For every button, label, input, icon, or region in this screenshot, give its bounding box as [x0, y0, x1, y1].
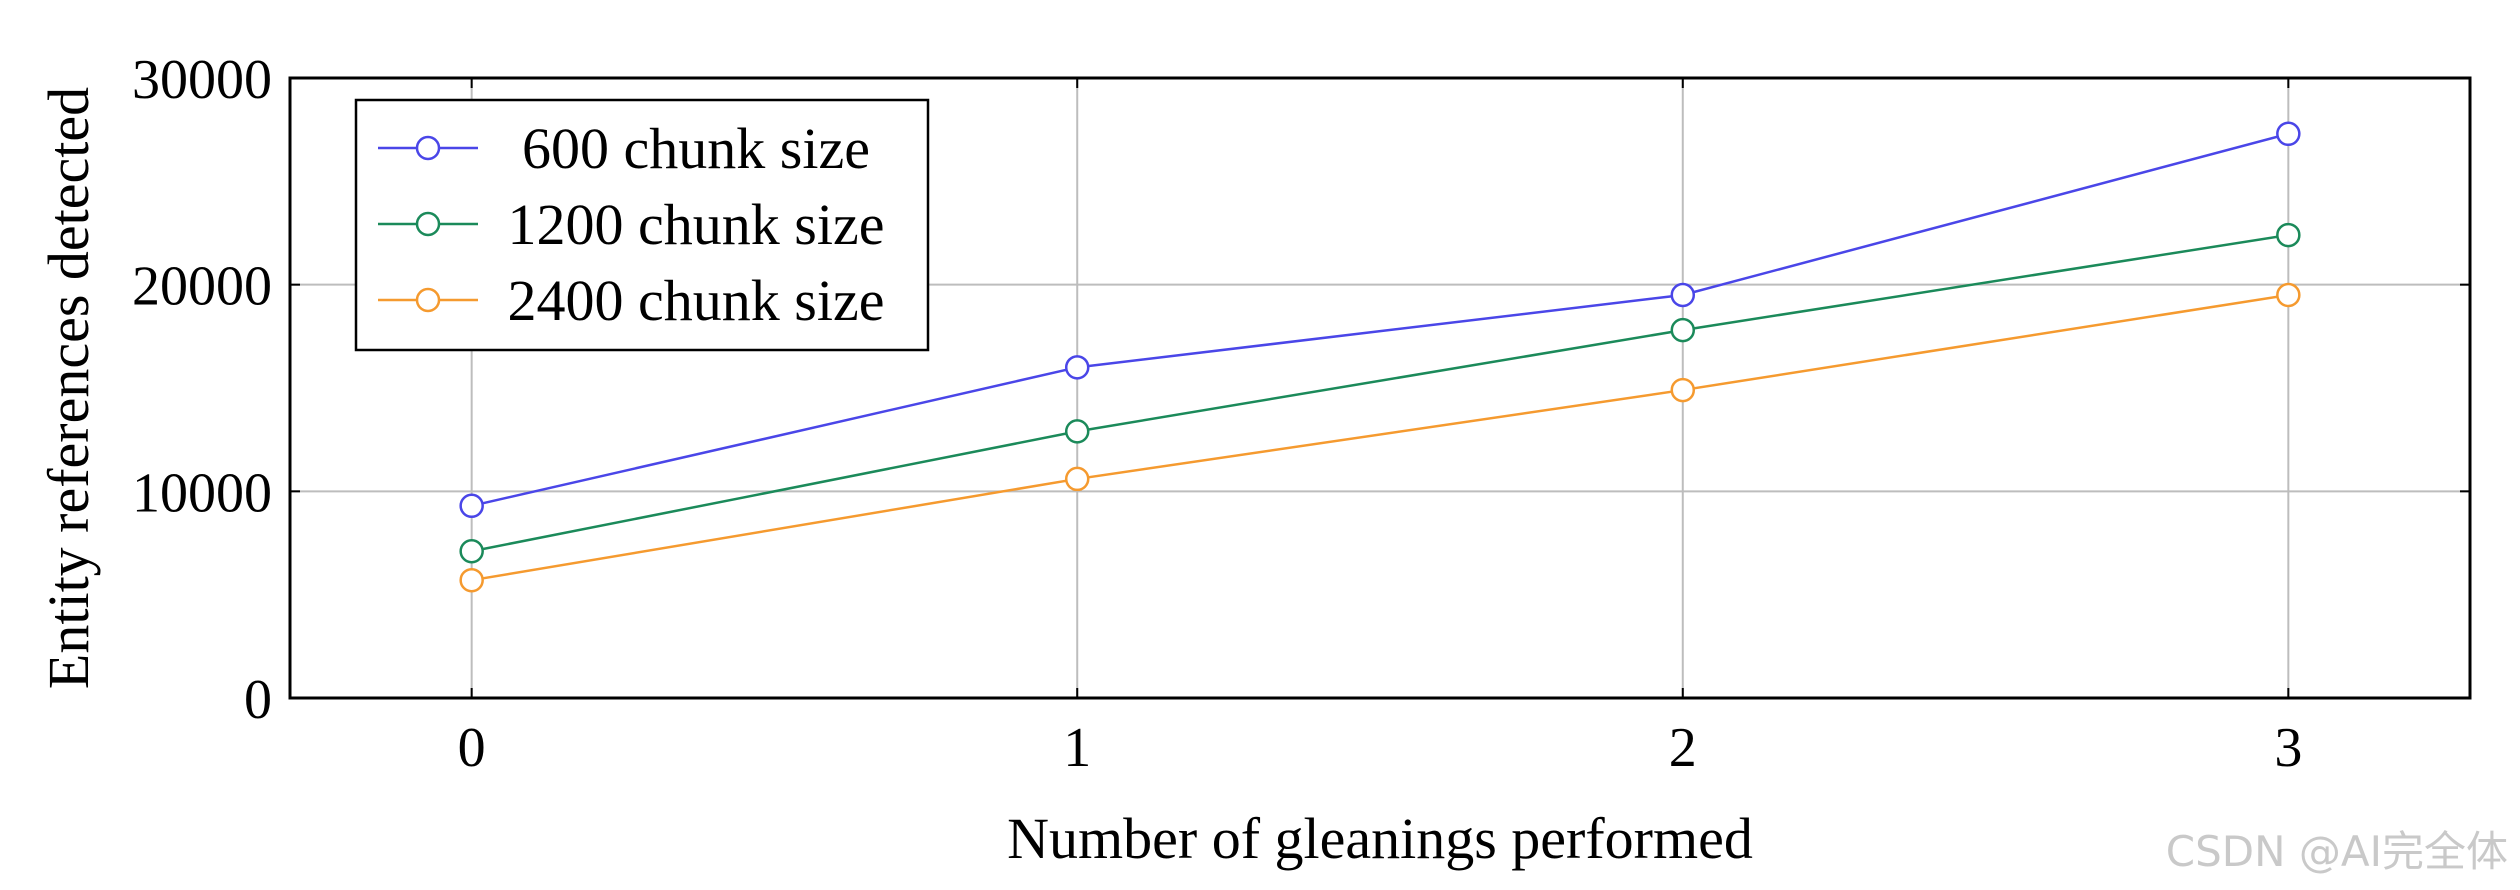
series-line-2 — [471, 293, 2289, 582]
x-tick-label: 0 — [458, 717, 486, 779]
data-point — [1064, 466, 1090, 492]
x-tick-label: 1 — [1063, 717, 1091, 779]
data-point — [459, 539, 484, 564]
plot-frame — [288, 76, 2472, 700]
legend-entry-label: 1200 chunk size — [508, 192, 885, 257]
x-tick-label: 3 — [2274, 717, 2302, 779]
x-axis-title: Number of gleanings performed — [1007, 806, 1753, 871]
data-point — [1670, 377, 1696, 403]
data-point — [2276, 282, 2301, 308]
y-tick-label: 30000 — [132, 49, 272, 111]
data-point — [1064, 419, 1090, 444]
watermark: CSDN @AI完全体 — [2166, 827, 2508, 876]
legend-swatch-marker — [415, 211, 441, 237]
data-point — [2276, 121, 2301, 147]
series-line-1 — [471, 233, 2289, 553]
legend: 600 chunk size 1200 chunk size 2400 chunk … — [354, 98, 930, 352]
data-point — [1064, 355, 1090, 380]
legend-entry-label: 600 chunk size — [522, 116, 870, 181]
y-tick-label: 10000 — [132, 462, 272, 524]
axis-ticks: 0 1 2 3 0 10000 20000 30000 — [132, 49, 2470, 779]
legend-swatch-marker — [415, 135, 441, 161]
data-point — [459, 567, 484, 593]
y-axis-title: Entity references detected — [36, 87, 101, 689]
x-tick-label: 2 — [1669, 717, 1697, 779]
legend-swatch-marker — [415, 287, 441, 313]
series-lines — [459, 121, 2301, 593]
y-tick-label: 0 — [244, 669, 272, 731]
data-point — [1670, 282, 1696, 308]
series-line-0 — [471, 132, 2289, 508]
y-tick-label: 20000 — [132, 256, 272, 318]
data-point — [1670, 317, 1696, 343]
data-point — [2276, 222, 2301, 248]
legend-entry-label: 2400 chunk size — [508, 268, 885, 333]
data-point — [459, 493, 484, 519]
